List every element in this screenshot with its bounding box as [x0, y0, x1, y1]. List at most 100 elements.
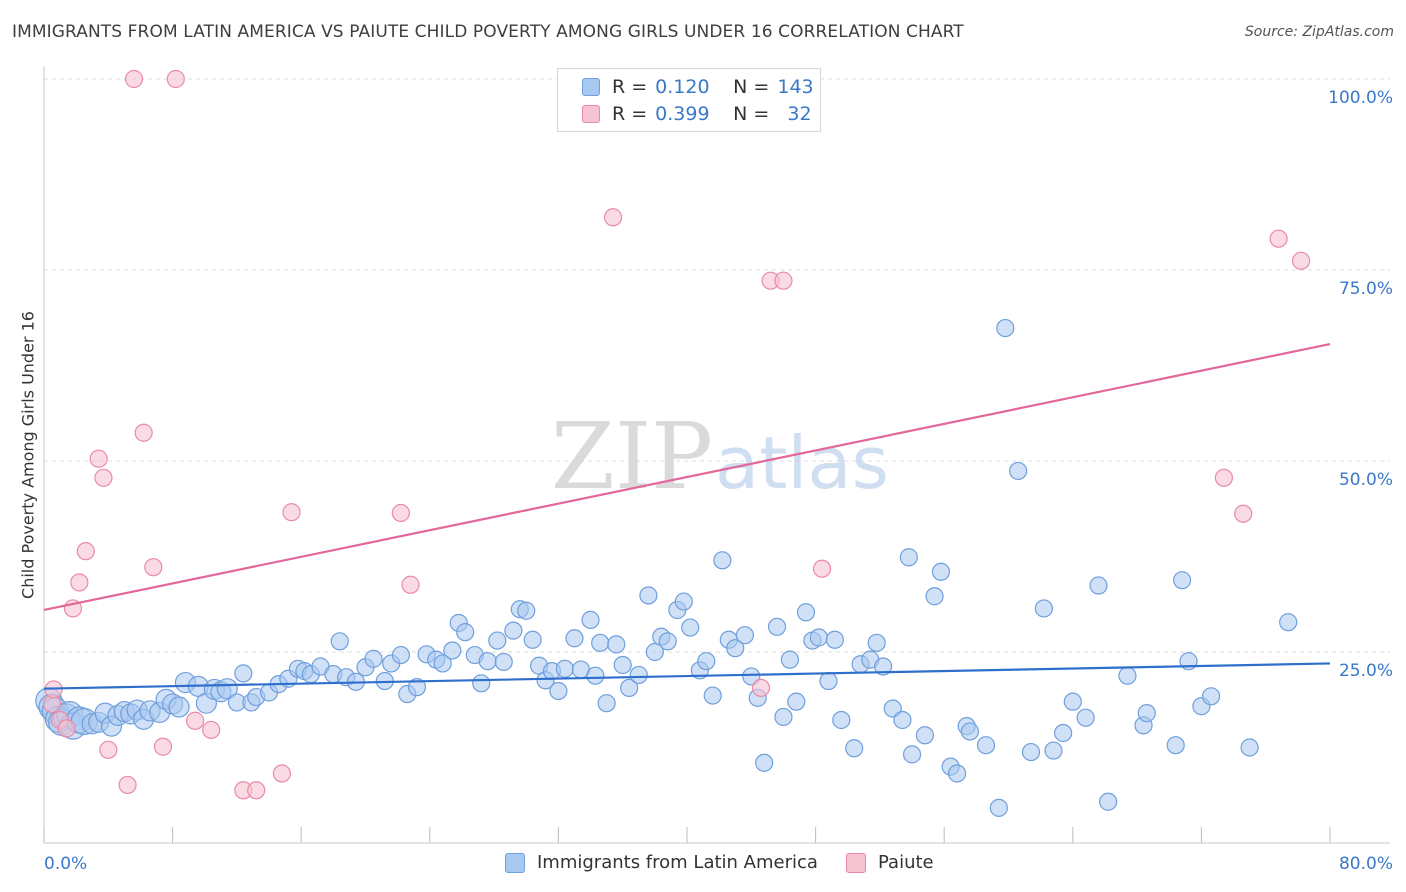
- data-point-immigrants: [555, 659, 574, 678]
- data-point-paiute: [1234, 504, 1253, 523]
- data-point-immigrants: [168, 696, 190, 718]
- data-point-paiute: [124, 69, 144, 89]
- data-point-immigrants: [845, 739, 864, 758]
- trend-lines: [43, 343, 1331, 690]
- bottom-legend: Immigrants from Latin America Paiute: [0, 852, 1406, 876]
- legend-n-value: 32: [787, 103, 812, 125]
- data-point-immigrants: [523, 630, 542, 649]
- data-point-paiute: [247, 781, 266, 800]
- data-point-paiute: [202, 720, 221, 740]
- data-point-immigrants: [735, 626, 754, 645]
- legend-swatch-blue: [582, 78, 600, 96]
- data-point-immigrants: [456, 623, 475, 642]
- data-point-immigrants: [674, 592, 693, 611]
- data-point-immigrants: [407, 678, 427, 697]
- data-point-immigrants: [947, 764, 967, 783]
- data-point-immigrants: [989, 798, 1008, 817]
- data-point-immigrants: [899, 548, 918, 567]
- data-point-immigrants: [976, 736, 996, 755]
- data-point-immigrants: [1118, 666, 1137, 685]
- data-point-immigrants: [767, 617, 787, 636]
- data-point-immigrants: [893, 710, 912, 730]
- data-point-immigrants: [586, 666, 605, 685]
- data-point-immigrants: [597, 694, 616, 713]
- legend-n-value: 143: [777, 76, 814, 98]
- data-point-immigrants: [809, 628, 828, 647]
- data-point-immigrants: [931, 562, 951, 581]
- data-point-immigrants: [629, 665, 648, 685]
- legend-item-immigrants: Immigrants from Latin America: [505, 852, 818, 873]
- data-point-immigrants: [234, 664, 253, 683]
- data-point-immigrants: [780, 650, 799, 669]
- data-point-immigrants: [787, 692, 806, 711]
- data-point-paiute: [134, 423, 153, 442]
- y-tick-label: 75.0%: [1339, 279, 1393, 299]
- data-point-paiute: [391, 503, 410, 523]
- data-point-paiute: [603, 208, 623, 227]
- correlation-legend: R = 0.120 N = 143 R = 0.399 N = 32: [557, 68, 821, 132]
- data-point-immigrants: [488, 631, 507, 650]
- data-point-immigrants: [591, 633, 610, 652]
- trend-line-paiute: [43, 343, 1331, 612]
- data-point-immigrants: [517, 601, 536, 620]
- data-point-immigrants: [1089, 576, 1108, 595]
- data-point-immigrants: [330, 632, 349, 651]
- legend-swatch-blue: [505, 852, 525, 873]
- y-tick-labels: 25.0% 50.0% 75.0% 100.0%: [1328, 88, 1393, 681]
- data-point-immigrants: [1099, 792, 1118, 811]
- data-point-paiute: [282, 503, 301, 522]
- data-point-immigrants: [681, 618, 700, 637]
- data-point-immigrants: [620, 678, 639, 698]
- legend-r-label: R =: [612, 103, 648, 125]
- data-point-immigrants: [996, 318, 1015, 338]
- data-point-immigrants: [216, 678, 238, 700]
- y-axis-label: Child Poverty Among Girls Under 16: [18, 311, 38, 599]
- x-tick-label: 80.0%: [1339, 854, 1393, 874]
- data-point-immigrants: [1173, 571, 1192, 590]
- data-point-paiute: [751, 678, 771, 698]
- data-point-immigrants: [713, 551, 732, 570]
- data-point-paiute: [774, 271, 793, 290]
- data-point-immigrants: [697, 652, 716, 671]
- y-tick-label: 25.0%: [1339, 661, 1393, 681]
- legend-row-paiute: R = 0.399 N = 32: [582, 102, 812, 126]
- data-point-paiute: [118, 775, 137, 795]
- data-point-paiute: [166, 69, 185, 89]
- data-point-immigrants: [478, 652, 497, 671]
- data-point-immigrants: [1166, 736, 1185, 755]
- series-paiute: [42, 69, 1311, 800]
- data-point-immigrants: [639, 586, 658, 605]
- data-point-immigrants: [1009, 461, 1028, 481]
- data-point-immigrants: [1137, 704, 1156, 723]
- data-point-immigrants: [472, 674, 491, 693]
- data-point-paiute: [1269, 229, 1288, 248]
- data-point-immigrants: [613, 655, 632, 675]
- data-point-paiute: [94, 468, 113, 487]
- legend-r-label: R =: [612, 76, 648, 98]
- legend-n-label: N =: [733, 76, 770, 98]
- data-point-paiute: [1214, 468, 1234, 487]
- legend-swatch-pink: [582, 105, 600, 123]
- series-immigrants-from-latin-america: [35, 318, 1298, 817]
- data-point-paiute: [144, 558, 163, 577]
- data-point-paiute: [153, 737, 173, 756]
- data-point-immigrants: [755, 753, 774, 772]
- data-point-immigrants: [1063, 692, 1082, 711]
- watermark: ZIP atlas: [551, 403, 889, 510]
- gridlines: [44, 78, 1390, 653]
- data-point-immigrants: [658, 632, 677, 651]
- data-point-immigrants: [1201, 687, 1221, 706]
- chart-title: IMMIGRANTS FROM LATIN AMERICA VS PAIUTE …: [12, 22, 964, 42]
- watermark-zip: ZIP: [551, 403, 713, 510]
- data-point-immigrants: [645, 642, 664, 662]
- data-point-paiute: [1291, 251, 1311, 270]
- data-point-immigrants: [726, 639, 745, 658]
- data-point-immigrants: [1054, 723, 1073, 743]
- data-point-immigrants: [391, 645, 410, 665]
- data-point-immigrants: [925, 587, 944, 606]
- data-point-immigrants: [549, 681, 568, 701]
- data-point-immigrants: [1279, 613, 1298, 632]
- data-point-immigrants: [1076, 708, 1095, 727]
- legend-row-immigrants: R = 0.120 N = 143: [582, 75, 814, 99]
